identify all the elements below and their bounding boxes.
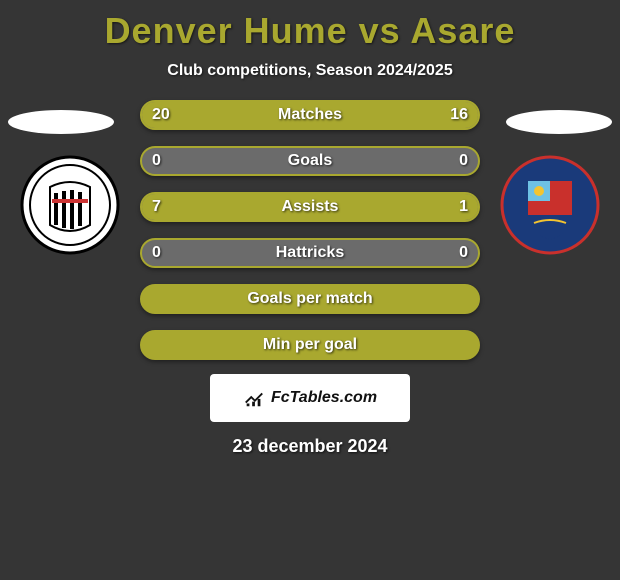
stat-bar-min-per-goal: Min per goal: [140, 330, 480, 360]
stat-bars: 20 Matches 16 0 Goals 0 7 Assists 1 0 Ha…: [140, 100, 480, 360]
stat-bar-hattricks: 0 Hattricks 0: [140, 238, 480, 268]
player-ellipse-left: [8, 110, 114, 134]
bar-value-left: 0: [152, 152, 161, 170]
bar-value-left: 0: [152, 244, 161, 262]
bar-label: Goals per match: [247, 290, 372, 308]
comparison-panel: 20 Matches 16 0 Goals 0 7 Assists 1 0 Ha…: [0, 100, 620, 457]
bar-fill-left: [142, 194, 404, 220]
team-badge-right: [500, 155, 600, 255]
page-title: Denver Hume vs Asare: [0, 0, 620, 52]
bar-label: Assists: [282, 198, 339, 216]
subtitle: Club competitions, Season 2024/2025: [0, 62, 620, 80]
team-badge-left: [20, 155, 120, 255]
bar-label: Goals: [288, 152, 332, 170]
watermark-badge: FcTables.com: [210, 374, 410, 422]
bar-label: Hattricks: [276, 244, 344, 262]
stat-bar-goals: 0 Goals 0: [140, 146, 480, 176]
aldershot-crest-icon: [500, 155, 600, 255]
chart-icon: [243, 387, 265, 409]
bar-value-left: 7: [152, 198, 161, 216]
grimsby-crest-icon: [20, 155, 120, 255]
stat-bar-assists: 7 Assists 1: [140, 192, 480, 222]
date-text: 23 december 2024: [0, 436, 620, 457]
bar-value-right: 1: [459, 198, 468, 216]
stat-bar-goals-per-match: Goals per match: [140, 284, 480, 314]
bar-value-right: 0: [459, 152, 468, 170]
bar-label: Min per goal: [263, 336, 357, 354]
bar-value-right: 16: [450, 106, 468, 124]
player-ellipse-right: [506, 110, 612, 134]
stat-bar-matches: 20 Matches 16: [140, 100, 480, 130]
bar-value-right: 0: [459, 244, 468, 262]
bar-label: Matches: [278, 106, 342, 124]
watermark-text: FcTables.com: [271, 389, 377, 407]
bar-value-left: 20: [152, 106, 170, 124]
